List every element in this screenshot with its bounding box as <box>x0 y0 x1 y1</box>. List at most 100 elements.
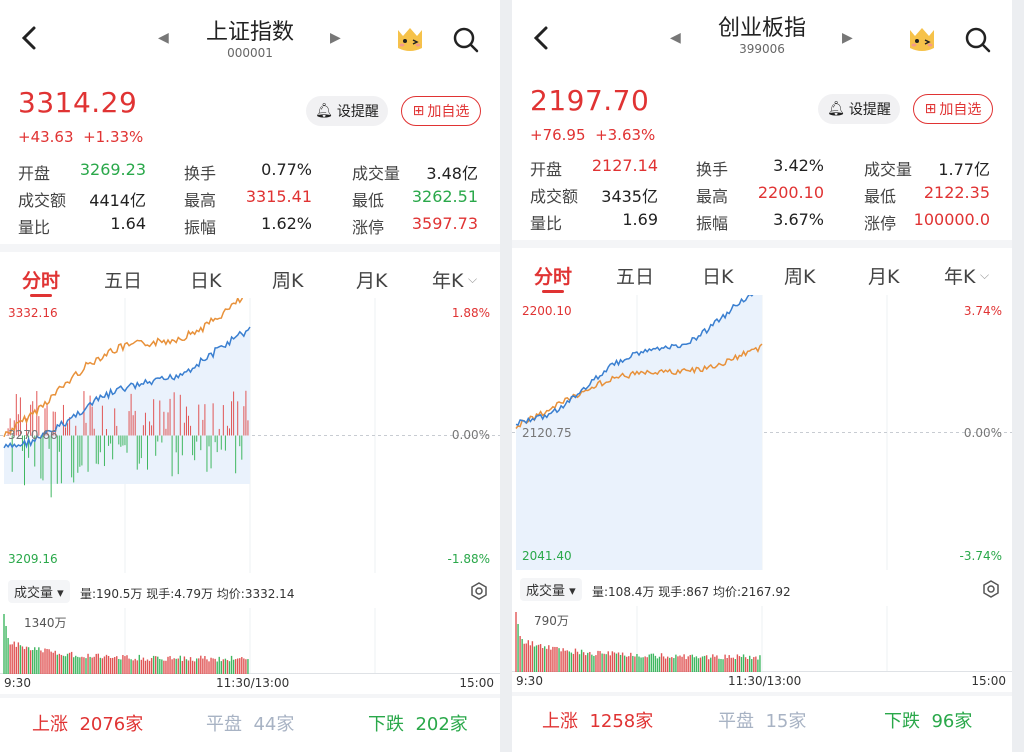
axis-top-pct: 1.88% <box>451 306 490 320</box>
volume-indicator-dropdown[interactable]: 成交量 ▾ <box>8 580 70 603</box>
add-watchlist-button[interactable]: ⊞ 加自选 <box>401 96 481 126</box>
mascot-icon[interactable] <box>904 24 940 54</box>
avg-price-line <box>515 343 763 429</box>
axis-bot-price: 2041.40 <box>522 549 572 563</box>
tab-4[interactable]: 月K <box>868 266 900 288</box>
stat-label: 涨停 <box>864 214 897 233</box>
stat-value: 1.64 <box>110 214 146 233</box>
volume-info: 量:190.5万 现手:4.79万 均价:3332.14 <box>80 587 295 601</box>
plus-box-icon: ⊞ <box>924 101 937 117</box>
add-watchlist-button[interactable]: ⊞ 加自选 <box>913 94 993 124</box>
price-change: +43.63 +1.33% <box>18 128 144 146</box>
page-title: 上证指数 <box>205 20 294 45</box>
decliners[interactable]: 下跌 96家 <box>884 711 973 732</box>
set-reminder-button[interactable]: 🔔︎ 设提醒 <box>818 94 900 124</box>
stat-label: 振幅 <box>184 218 217 237</box>
settings-icon[interactable] <box>982 580 1000 598</box>
settings-icon[interactable] <box>470 582 488 600</box>
stat-label: 最低 <box>352 191 385 210</box>
search-icon[interactable] <box>964 26 992 54</box>
stat-label: 成交额 <box>18 191 67 210</box>
axis-mid-price: 2120.75 <box>522 426 572 440</box>
avg-price-line <box>3 298 244 438</box>
axis-top-price: 2200.10 <box>522 304 572 318</box>
price-change: +76.95 +3.63% <box>530 126 656 144</box>
volume-max-label: 1340万 <box>24 616 67 630</box>
unchanged[interactable]: 平盘 15家 <box>718 711 807 732</box>
tab-1[interactable]: 五日 <box>616 266 655 288</box>
stats-grid: 开盘 3269.23 换手 0.77% 成交量 3.48亿 成交额 4414亿 最高 3315.4… <box>18 160 486 241</box>
advancers[interactable]: 上涨 1258家 <box>542 711 654 732</box>
divider <box>512 240 1012 248</box>
period-tabs: 分时 五日 日K 周K 月K 年K ⌵ <box>0 266 500 306</box>
index-code: 399006 <box>739 42 785 56</box>
chevron-down-icon[interactable]: ⌵ <box>468 272 478 286</box>
unchanged[interactable]: 平盘 44家 <box>206 714 295 735</box>
price-line <box>3 326 251 449</box>
chevron-down-icon[interactable]: ⌵ <box>980 268 990 282</box>
volume-header: 成交量 ▾ 量:190.5万 现手:4.79万 均价:3332.14 <box>0 580 500 604</box>
stats-row: 量比 1.64 振幅 1.62% 涨停 3597.73 <box>18 214 486 241</box>
tab-underline <box>30 294 52 297</box>
tab-3[interactable]: 周K <box>784 266 816 288</box>
stat-value: 3435亿 <box>601 187 658 206</box>
set-reminder-button[interactable]: 🔔︎ 设提醒 <box>306 96 388 126</box>
mascot-icon[interactable] <box>392 24 428 54</box>
stats-row: 开盘 2127.14 换手 3.42% 成交量 1.77亿 <box>530 156 998 183</box>
price-area <box>4 327 250 484</box>
stat-value: 100000.0 <box>913 210 990 229</box>
stat-label: 换手 <box>184 164 217 183</box>
stats-row: 开盘 3269.23 换手 0.77% 成交量 3.48亿 <box>18 160 486 187</box>
price-area <box>516 295 762 570</box>
time-end: 15:00 <box>971 674 1006 688</box>
time-end: 15:00 <box>459 676 494 690</box>
next-arrow-icon[interactable]: ▶ <box>330 30 341 46</box>
next-arrow-icon[interactable]: ▶ <box>842 30 853 46</box>
tab-0[interactable]: 分时 <box>22 270 61 292</box>
stat-label: 量比 <box>18 218 51 237</box>
stat-value: 1.69 <box>622 210 658 229</box>
price-line <box>515 295 754 426</box>
back-icon[interactable] <box>14 20 44 56</box>
back-icon[interactable] <box>526 20 556 56</box>
decliners[interactable]: 下跌 202家 <box>368 714 468 735</box>
search-icon[interactable] <box>452 26 480 54</box>
volume-chart <box>512 606 1012 672</box>
stat-value: 3262.51 <box>411 187 478 206</box>
axis-bot-pct: -1.88% <box>447 552 490 566</box>
page-title: 创业板指 <box>717 16 806 41</box>
tab-4[interactable]: 月K <box>356 270 388 292</box>
axis-mid-pct: 0.00% <box>963 426 1002 440</box>
stat-value: 3.42% <box>773 156 824 175</box>
bell-icon: 🔔︎ <box>827 101 845 117</box>
axis-mid-pct: 0.00% <box>451 428 490 442</box>
prev-arrow-icon[interactable]: ◀ <box>670 30 681 46</box>
axis-mid-price: 3270.66 <box>8 428 58 442</box>
tab-2[interactable]: 日K <box>190 270 222 292</box>
time-mid: 11:30/13:00 <box>728 674 802 688</box>
tab-2[interactable]: 日K <box>702 266 734 288</box>
tab-1[interactable]: 五日 <box>104 270 143 292</box>
current-price: 2197.70 <box>530 84 650 117</box>
intraday-chart[interactable] <box>0 298 500 573</box>
stat-value: 2122.35 <box>923 183 990 202</box>
tab-3[interactable]: 周K <box>272 270 304 292</box>
divider <box>512 692 1012 696</box>
intraday-chart[interactable] <box>512 295 1012 570</box>
stat-label: 最高 <box>184 191 217 210</box>
market-breadth: 上涨 2076家 平盘 44家 下跌 202家 <box>0 710 500 750</box>
period-tabs: 分时 五日 日K 周K 月K 年K ⌵ <box>512 262 1012 302</box>
header: ◀ 创业板指 399006 ▶ <box>512 0 1012 80</box>
stat-value: 1.77亿 <box>938 160 990 179</box>
stat-label: 涨停 <box>352 218 385 237</box>
volume-header: 成交量 ▾ 量:108.4万 现手:867 均价:2167.92 <box>512 578 1012 602</box>
market-breadth: 上涨 1258家 平盘 15家 下跌 96家 <box>512 707 1012 747</box>
tab-0[interactable]: 分时 <box>534 266 573 288</box>
tab-5[interactable]: 年K <box>432 270 464 292</box>
volume-indicator-dropdown[interactable]: 成交量 ▾ <box>520 578 582 601</box>
index-code: 000001 <box>227 46 273 60</box>
advancers[interactable]: 上涨 2076家 <box>32 714 144 735</box>
tab-5[interactable]: 年K <box>944 266 976 288</box>
prev-arrow-icon[interactable]: ◀ <box>158 30 169 46</box>
stat-label: 开盘 <box>530 160 563 179</box>
